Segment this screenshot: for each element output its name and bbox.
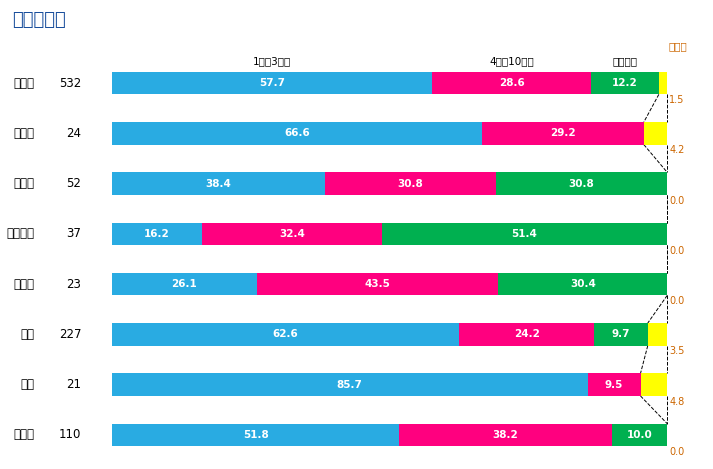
Bar (482, 122, 644, 144)
Text: 4.8: 4.8 (670, 397, 684, 407)
Bar (112, 122, 482, 144)
Text: 30.8: 30.8 (398, 179, 424, 189)
Text: 43.5: 43.5 (364, 279, 391, 289)
Text: 4.2: 4.2 (670, 145, 684, 155)
Text: 29.2: 29.2 (550, 129, 575, 138)
Text: 51.4: 51.4 (511, 229, 538, 239)
Text: 16.2: 16.2 (144, 229, 170, 239)
Text: 10.0: 10.0 (627, 430, 652, 440)
Text: 主婦: 主婦 (20, 328, 34, 341)
Text: 職業別傾向: 職業別傾向 (12, 11, 66, 29)
Text: 21: 21 (66, 378, 81, 391)
Text: 62.6: 62.6 (273, 329, 299, 340)
Text: その他: その他 (13, 429, 34, 441)
Text: 0.0: 0.0 (670, 296, 684, 306)
Text: 38.4: 38.4 (205, 179, 232, 189)
Text: 0.0: 0.0 (670, 447, 684, 457)
Text: 会社員: 会社員 (13, 76, 34, 90)
Text: 会社経営: 会社経営 (6, 227, 34, 241)
Text: 自由業: 自由業 (13, 278, 34, 291)
Bar (112, 373, 588, 396)
Text: 自営業: 自営業 (13, 177, 34, 190)
Text: 66.6: 66.6 (284, 129, 309, 138)
Bar (112, 323, 459, 346)
Text: 57.7: 57.7 (259, 78, 285, 88)
Text: 24.2: 24.2 (514, 329, 540, 340)
Text: 0.0: 0.0 (670, 196, 684, 205)
Text: 1.5: 1.5 (670, 95, 684, 105)
Text: 0.0: 0.0 (670, 246, 684, 256)
Bar (257, 273, 498, 295)
Text: 30.8: 30.8 (569, 179, 595, 189)
Text: 110: 110 (59, 429, 81, 441)
Bar (498, 273, 667, 295)
Bar (647, 323, 667, 346)
Bar (381, 223, 667, 245)
Bar (432, 72, 591, 94)
Bar (640, 373, 667, 396)
Text: 227: 227 (58, 328, 81, 341)
Text: 24: 24 (66, 127, 81, 140)
Text: 30.4: 30.4 (570, 279, 595, 289)
Text: 公務員: 公務員 (13, 127, 34, 140)
Text: 37: 37 (66, 227, 81, 241)
Bar (202, 223, 381, 245)
Bar (659, 72, 667, 94)
Text: 1回～3回位: 1回～3回位 (253, 56, 291, 66)
Text: 9.5: 9.5 (605, 380, 623, 390)
Bar (325, 172, 496, 195)
Bar (112, 273, 257, 295)
Text: 26.1: 26.1 (171, 279, 198, 289)
Text: 4回～10回位: 4回～10回位 (489, 56, 534, 66)
Bar (612, 424, 667, 446)
Bar (594, 323, 647, 346)
Text: 学生: 学生 (20, 378, 34, 391)
Text: 23: 23 (66, 278, 81, 291)
Text: 52: 52 (66, 177, 81, 190)
Text: 85.7: 85.7 (337, 380, 363, 390)
Bar (112, 172, 325, 195)
Text: 51.8: 51.8 (243, 430, 269, 440)
Bar (112, 72, 432, 94)
Text: 38.2: 38.2 (493, 430, 518, 440)
Text: 32.4: 32.4 (279, 229, 304, 239)
Text: 9.7: 9.7 (612, 329, 630, 340)
Bar (112, 424, 399, 446)
Bar (459, 323, 594, 346)
Bar (644, 122, 667, 144)
Text: 28.6: 28.6 (499, 78, 525, 88)
Text: 12.2: 12.2 (612, 78, 638, 88)
Text: 532: 532 (59, 76, 81, 90)
Bar (112, 223, 202, 245)
Bar (399, 424, 612, 446)
Text: 3.5: 3.5 (670, 347, 684, 356)
Text: それ以上: それ以上 (612, 56, 637, 66)
Bar (496, 172, 667, 195)
Bar (591, 72, 659, 94)
Text: 無回答: 無回答 (669, 42, 687, 52)
Bar (588, 373, 640, 396)
